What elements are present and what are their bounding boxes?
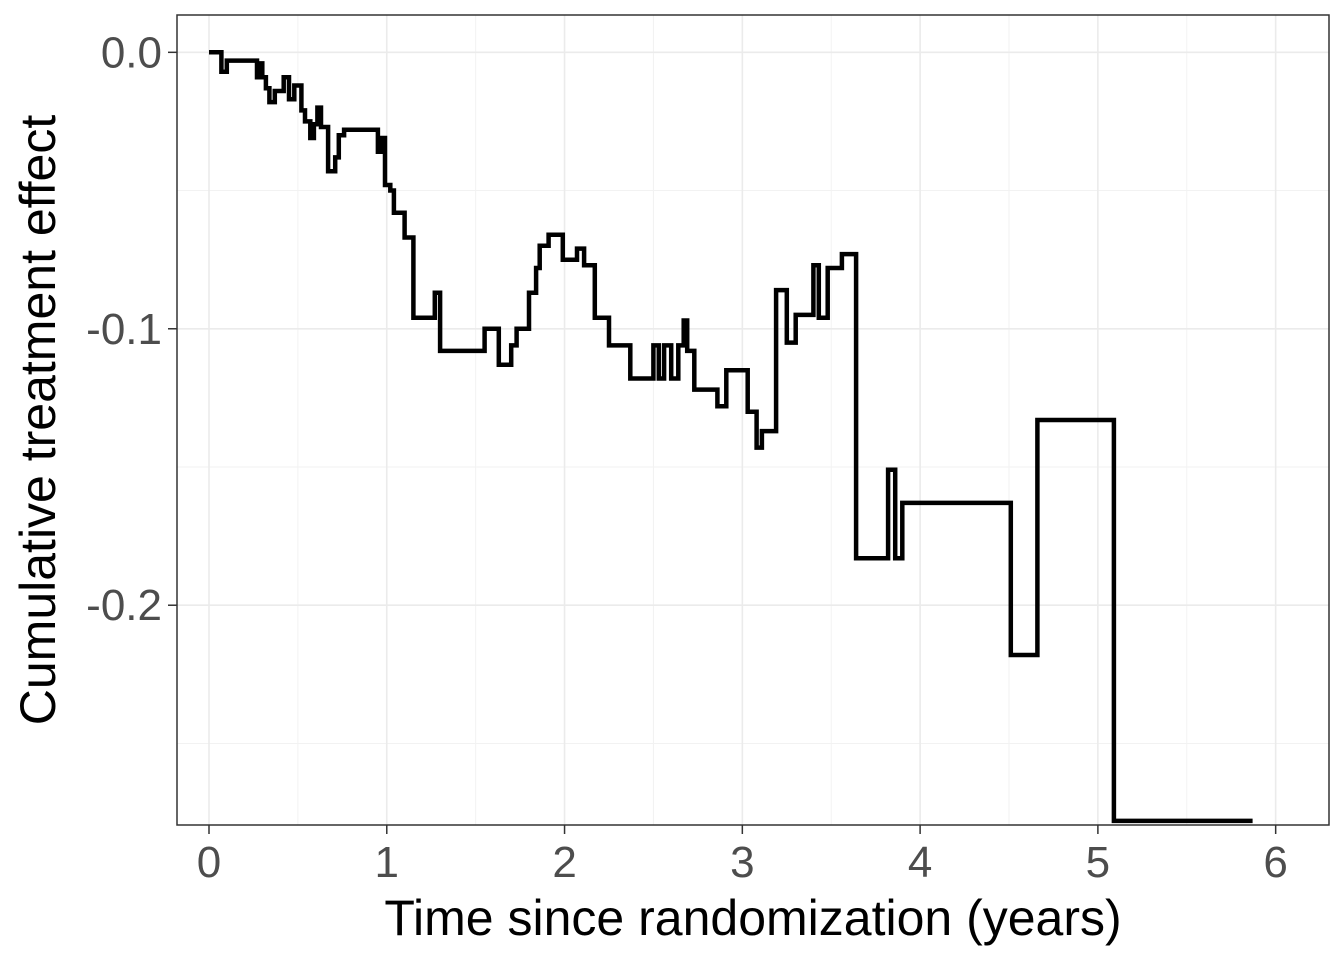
y-axis: 0.0 -0.1 -0.2 xyxy=(86,28,177,630)
x-tick-label: 0 xyxy=(197,838,221,887)
x-tick-label: 6 xyxy=(1263,838,1287,887)
x-tick-label: 3 xyxy=(730,838,754,887)
x-tick-label: 2 xyxy=(552,838,576,887)
x-tick-label: 1 xyxy=(375,838,399,887)
y-axis-title: Cumulative treatment effect xyxy=(10,115,66,726)
cumulative-effect-line xyxy=(209,50,1253,824)
y-tick-label: -0.2 xyxy=(86,581,162,630)
x-tick-label: 4 xyxy=(908,838,932,887)
x-tick-label: 5 xyxy=(1086,838,1110,887)
y-tick-label: 0.0 xyxy=(101,28,162,77)
y-tick-label: -0.1 xyxy=(86,305,162,354)
plot-panel-border xyxy=(176,14,1330,826)
x-axis: 0 1 2 3 4 5 6 xyxy=(197,825,1288,887)
x-axis-title: Time since randomization (years) xyxy=(384,890,1121,946)
grid xyxy=(177,15,1329,825)
